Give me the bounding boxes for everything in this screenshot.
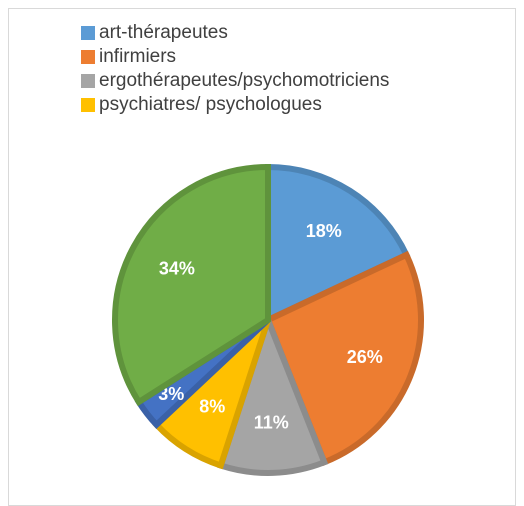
data-label: 11% bbox=[254, 413, 289, 433]
legend-label: psychiatres/ psychologues bbox=[99, 94, 322, 115]
legend-label: infirmiers bbox=[99, 46, 176, 67]
legend-swatch bbox=[81, 74, 95, 88]
data-label: 8% bbox=[199, 397, 225, 417]
legend-label: art-thérapeutes bbox=[99, 22, 228, 43]
data-label: 26% bbox=[347, 347, 383, 367]
legend-swatch bbox=[81, 98, 95, 112]
pie-slice bbox=[265, 163, 411, 325]
data-label: 34% bbox=[159, 259, 195, 279]
legend-swatch bbox=[81, 50, 95, 64]
data-label: 18% bbox=[306, 221, 342, 241]
legend-swatch bbox=[81, 26, 95, 40]
pie-slice bbox=[112, 163, 271, 407]
legend-label: ergothérapeutes/psychomotriciens bbox=[99, 70, 389, 91]
pie-slice bbox=[216, 311, 329, 476]
